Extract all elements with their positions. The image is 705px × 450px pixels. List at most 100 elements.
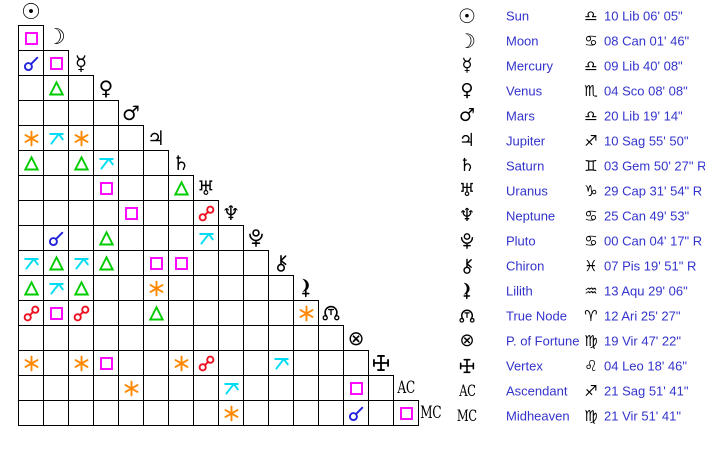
aspect-cell-lilith-uranus bbox=[193, 275, 219, 301]
aspect-cell-vertex-mercury bbox=[68, 350, 94, 376]
aspect-cell-pluto-venus bbox=[93, 225, 119, 251]
aspect-cell-ascendant-mercury bbox=[68, 375, 94, 401]
midheaven-icon: MC bbox=[420, 402, 442, 423]
aspect-cell-midheaven-vertex bbox=[368, 400, 394, 426]
aspect-cell-chiron-jupiter bbox=[143, 250, 169, 276]
aspect-cell-midheaven-saturn bbox=[168, 400, 194, 426]
planet-position: 00 Can 04' 17" R bbox=[604, 233, 703, 249]
aspect-cell-venus-sun bbox=[18, 75, 44, 101]
aspect-cell-fortune-sun bbox=[18, 325, 44, 351]
aspect-cell-true-node-sun bbox=[18, 300, 44, 326]
aspect-cell-pluto-moon bbox=[43, 225, 69, 251]
aspect-cell-fortune-mars bbox=[118, 325, 144, 351]
aspect-cell-pluto-mercury bbox=[68, 225, 94, 251]
vertex-icon bbox=[373, 355, 389, 371]
legend-glyph-vertex bbox=[452, 353, 482, 379]
legend-glyph-mercury: ☿ bbox=[452, 53, 482, 79]
aspect-cell-uranus-jupiter bbox=[143, 175, 169, 201]
sextile-icon bbox=[149, 280, 163, 296]
square-icon bbox=[124, 206, 138, 220]
grid-planet-venus: ♀ bbox=[93, 75, 119, 101]
aspect-cell-uranus-mercury bbox=[68, 175, 94, 201]
grid-planet-moon: ☽ bbox=[43, 25, 69, 51]
planet-name: Pluto bbox=[506, 233, 536, 249]
mercury-icon: ☿ bbox=[461, 55, 473, 76]
trine-icon bbox=[48, 79, 64, 95]
aspect-cell-ascendant-pluto bbox=[243, 375, 269, 401]
legend-glyph-mars: ♂ bbox=[452, 103, 482, 129]
sextile-icon bbox=[299, 305, 313, 321]
cancer-icon: ♋ bbox=[584, 32, 598, 50]
aspect-cell-lilith-venus bbox=[93, 275, 119, 301]
aspect-cell-midheaven-venus bbox=[93, 400, 119, 426]
sextile-icon bbox=[174, 355, 188, 371]
aspect-cell-midheaven-uranus bbox=[193, 400, 219, 426]
aspect-cell-true-node-jupiter bbox=[143, 300, 169, 326]
aspect-cell-jupiter-mercury bbox=[68, 125, 94, 151]
grid-planet-neptune: ♆ bbox=[218, 200, 244, 226]
conjunction-icon bbox=[348, 406, 363, 421]
scorpio-icon: ♏ bbox=[584, 82, 598, 100]
cancer-icon: ♋ bbox=[584, 207, 598, 225]
aspect-cell-ascendant-mars bbox=[118, 375, 144, 401]
aspect-cell-vertex-lilith bbox=[293, 350, 319, 376]
planet-name: Sun bbox=[506, 8, 530, 24]
aspect-cell-chiron-moon bbox=[43, 250, 69, 276]
aspect-cell-chiron-pluto bbox=[243, 250, 269, 276]
capricorn-icon: ♑ bbox=[584, 182, 598, 200]
lilith-icon bbox=[302, 278, 310, 298]
opposition-icon bbox=[198, 355, 214, 371]
aspect-cell-ascendant-venus bbox=[93, 375, 119, 401]
aspect-cell-saturn-mercury bbox=[68, 150, 94, 176]
aspect-cell-neptune-uranus bbox=[193, 200, 219, 226]
aspect-cell-vertex-neptune bbox=[218, 350, 244, 376]
square-icon bbox=[99, 356, 113, 370]
aspect-cell-saturn-venus bbox=[93, 150, 119, 176]
legend-row-mercury: ☿ Mercury ♎ 09 Lib 40' 08" bbox=[452, 53, 705, 79]
aspect-cell-midheaven-sun bbox=[18, 400, 44, 426]
legend-glyph-pluto bbox=[452, 228, 482, 254]
quincunx-icon bbox=[198, 232, 214, 245]
square-icon bbox=[49, 306, 63, 320]
aspect-cell-chiron-mercury bbox=[68, 250, 94, 276]
aspect-cell-uranus-sun bbox=[18, 175, 44, 201]
aspect-cell-ascendant-uranus bbox=[193, 375, 219, 401]
venus-icon: ♀ bbox=[98, 76, 114, 100]
aspect-cell-chiron-mars bbox=[118, 250, 144, 276]
aspect-cell-vertex-venus bbox=[93, 350, 119, 376]
trine-icon bbox=[48, 254, 64, 270]
planet-name: Saturn bbox=[506, 158, 545, 174]
aspect-cell-midheaven-ascendant bbox=[393, 400, 419, 426]
square-icon bbox=[174, 256, 188, 270]
aspect-cell-midheaven-neptune bbox=[218, 400, 244, 426]
aspect-cell-pluto-saturn bbox=[168, 225, 194, 251]
grid-planet-true-node bbox=[318, 300, 344, 326]
aspect-cell-midheaven-lilith bbox=[293, 400, 319, 426]
aspect-cell-jupiter-mars bbox=[118, 125, 144, 151]
aspect-cell-ascendant-chiron bbox=[268, 375, 294, 401]
planet-name: Mercury bbox=[506, 58, 553, 74]
virgo-icon: ♍ bbox=[584, 332, 598, 350]
planet-position: 25 Can 49' 53" bbox=[604, 208, 690, 224]
trine-icon bbox=[23, 279, 39, 295]
trine-icon bbox=[98, 254, 114, 270]
aspect-cell-fortune-lilith bbox=[293, 325, 319, 351]
true-node-icon bbox=[459, 309, 475, 323]
legend-glyph-sun: ☉ bbox=[452, 3, 482, 29]
aspect-cell-ascendant-lilith bbox=[293, 375, 319, 401]
legend-glyph-midheaven: MC bbox=[452, 403, 482, 429]
mercury-icon: ☿ bbox=[74, 51, 88, 75]
grid-planet-jupiter: ♃ bbox=[143, 125, 169, 151]
trine-icon bbox=[148, 304, 164, 320]
legend-row-pluto: Pluto ♋ 00 Can 04' 17" R bbox=[452, 228, 705, 254]
aspect-cell-pluto-uranus bbox=[193, 225, 219, 251]
planet-position: 13 Aqu 29' 06" bbox=[604, 283, 688, 299]
trine-icon bbox=[73, 279, 89, 295]
aspect-cell-chiron-uranus bbox=[193, 250, 219, 276]
legend-glyph-ascendant: AC bbox=[452, 378, 482, 404]
aspect-cell-true-node-uranus bbox=[193, 300, 219, 326]
square-icon bbox=[99, 181, 113, 195]
grid-planet-uranus: ♅ bbox=[193, 175, 219, 201]
aspect-cell-ascendant-jupiter bbox=[143, 375, 169, 401]
